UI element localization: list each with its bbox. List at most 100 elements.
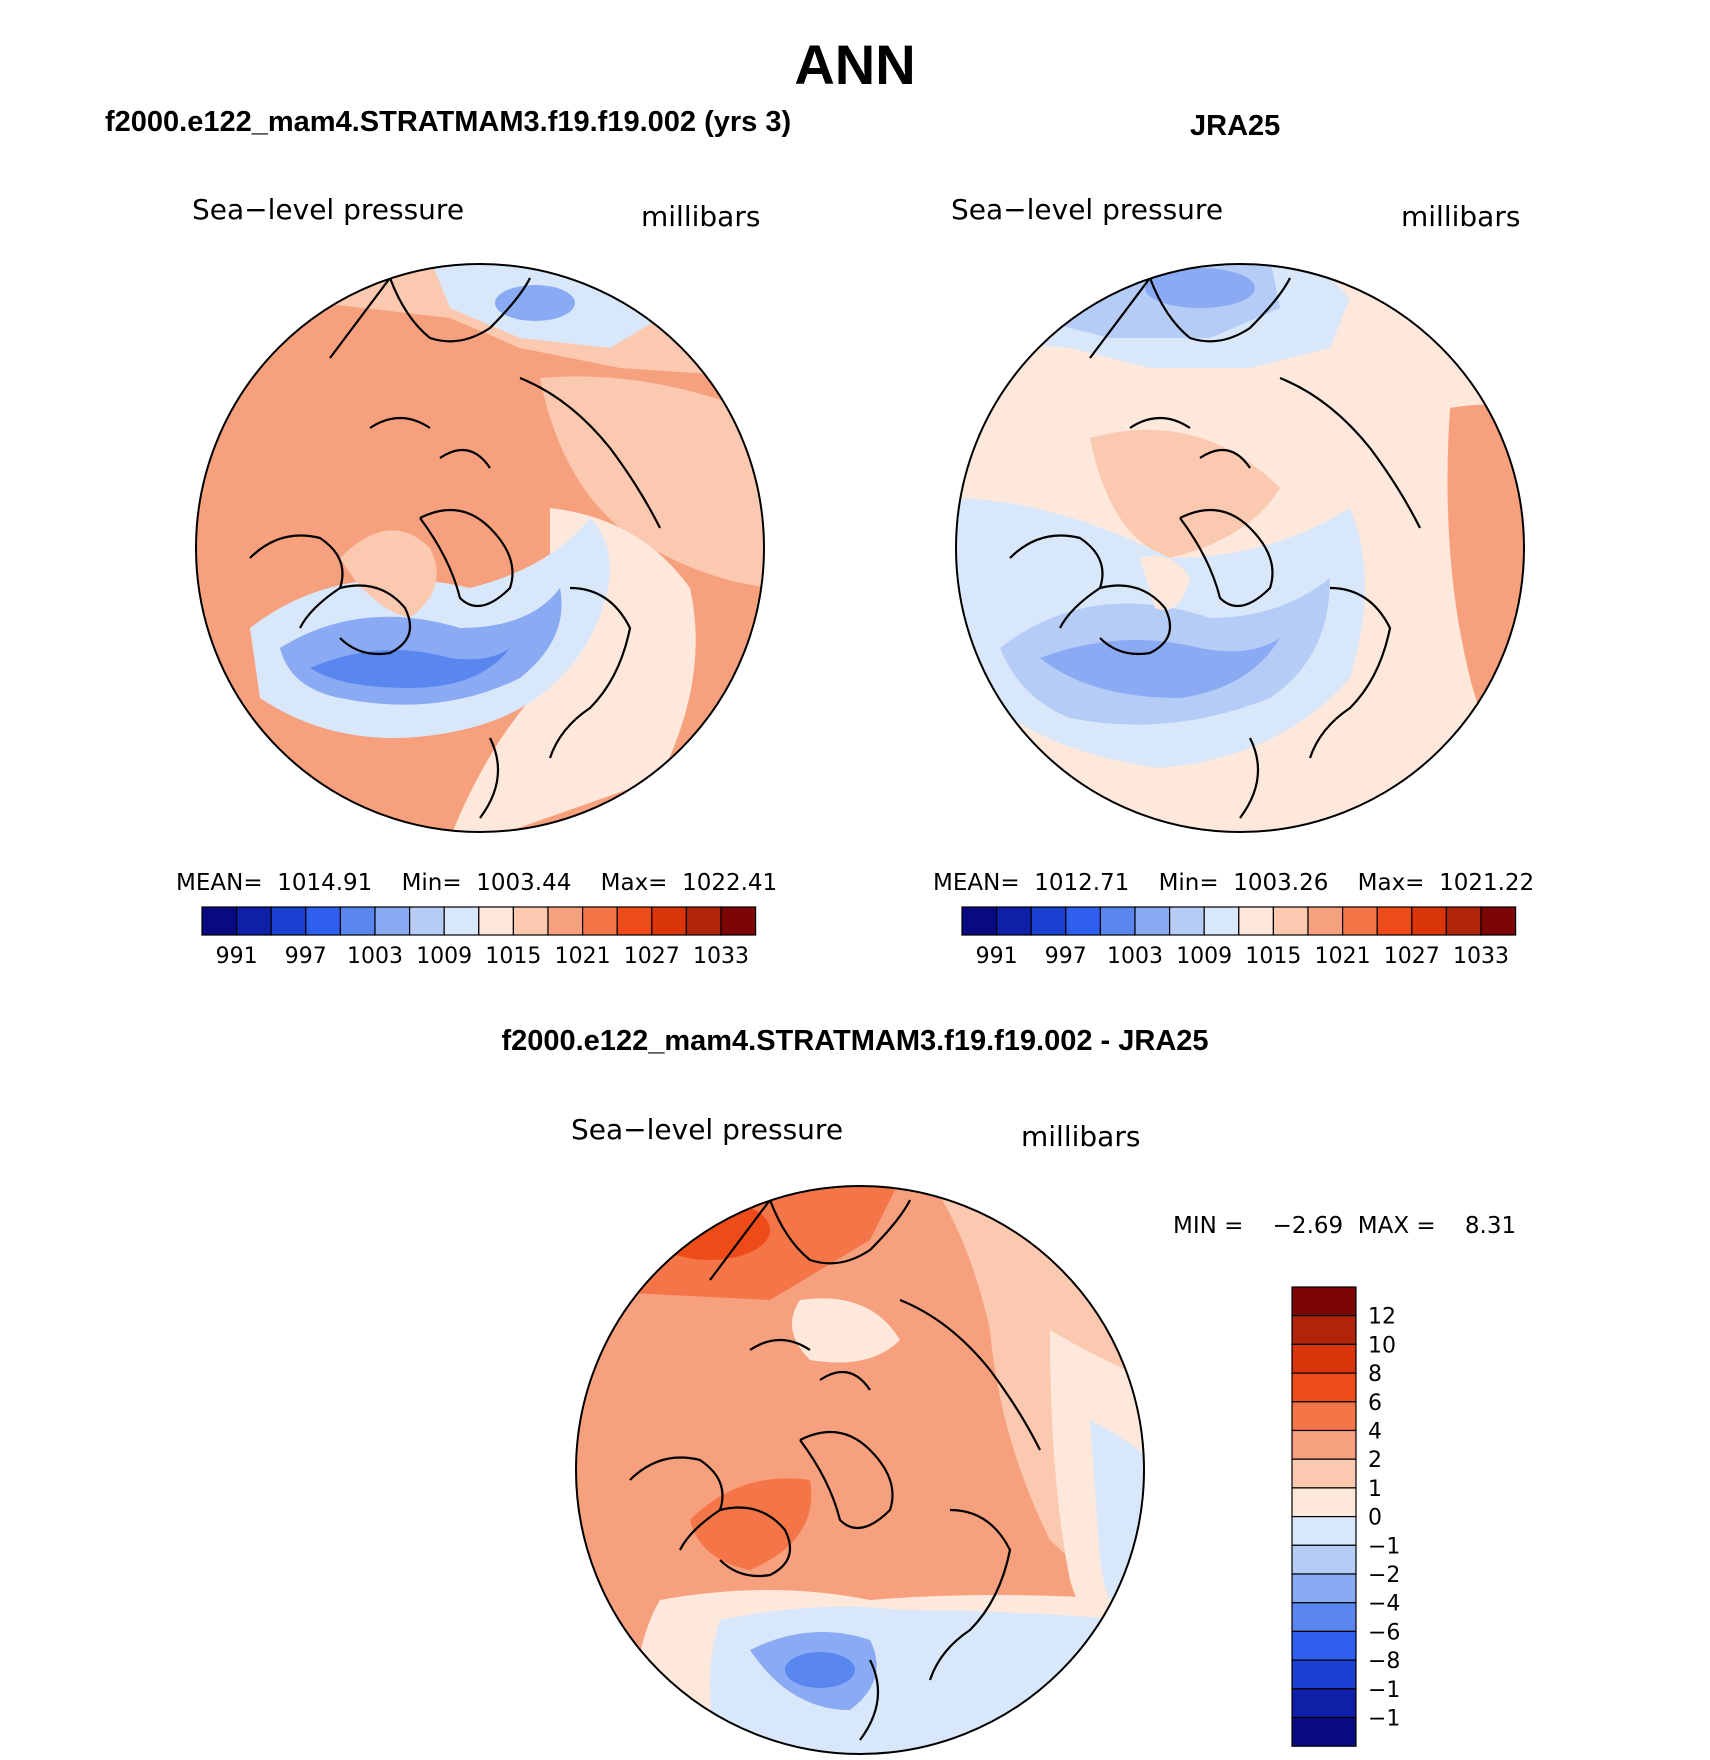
panel-1-colorbar-box-6 xyxy=(409,906,445,936)
panel-2-colorbar-tick-1: 997 xyxy=(1045,944,1087,969)
panel-1-colorbar-box-7 xyxy=(443,906,480,936)
panel-2-colorbar-tick-3: 1009 xyxy=(1176,944,1232,969)
panel-1-map xyxy=(195,263,765,833)
panel-3-colorbar-box-0 xyxy=(1291,1286,1357,1317)
panel-3-units-label: millibars xyxy=(1021,1120,1141,1153)
panel-2-stats: MEAN= 1012.71 Min= 1003.26 Max= 1021.22 xyxy=(933,870,1535,896)
panel-2-colorbar-tick-2: 1003 xyxy=(1107,944,1163,969)
panel-2-field-pacific-core xyxy=(1145,268,1255,308)
panel-1-colorbar-box-12 xyxy=(616,906,653,936)
panel-1-colorbar-tick-4: 1015 xyxy=(485,944,541,969)
panel-1-map-border xyxy=(195,263,765,833)
panel-3-colorbar-tick-13: −10 xyxy=(1368,1678,1400,1703)
panel-3-colorbar-box-3 xyxy=(1291,1372,1357,1403)
panel-1-colorbar-box-11 xyxy=(582,906,618,936)
panel-2-colorbar-box-10 xyxy=(1307,906,1344,936)
panel-3-colorbar-box-13 xyxy=(1291,1659,1357,1690)
panel-2-colorbar-box-0 xyxy=(961,906,998,936)
panel-3-colorbar-box-5 xyxy=(1291,1429,1357,1460)
panel-1-colorbar-box-3 xyxy=(305,906,342,936)
panel-3-colorbar-box-4 xyxy=(1291,1401,1357,1432)
panel-2-colorbar-box-13 xyxy=(1411,906,1447,936)
panel-1-title: f2000.e122_mam4.STRATMAM3.f19.f19.002 (y… xyxy=(105,106,792,138)
panel-3-colorbar-tick-3: 6 xyxy=(1368,1391,1382,1416)
panel-3-map xyxy=(575,1185,1145,1755)
panel-2-field-icelandic-core xyxy=(1040,638,1280,698)
panel-2-colorbar-box-1 xyxy=(995,906,1032,936)
panel-2-colorbar-tick-4: 1015 xyxy=(1245,944,1301,969)
panel-3-variable-label: Sea−level pressure xyxy=(571,1113,844,1146)
panel-3-colorbar-box-1 xyxy=(1291,1315,1357,1346)
panel-3-colorbar-box-9 xyxy=(1291,1544,1357,1575)
panel-1-colorbar-box-2 xyxy=(270,906,307,936)
panel-1-colorbar-tick-2: 1003 xyxy=(347,944,403,969)
panel-3-colorbar-tick-10: −4 xyxy=(1368,1592,1400,1617)
panel-3-field-south-negative xyxy=(710,1606,1130,1754)
panel-2-colorbar-box-5 xyxy=(1134,906,1171,936)
panel-2-colorbar-box-9 xyxy=(1272,906,1309,936)
panel-3-colorbar-box-11 xyxy=(1291,1602,1357,1633)
panel-1-colorbar-box-9 xyxy=(512,906,549,936)
panel-2-colorbar-box-3 xyxy=(1065,906,1102,936)
panel-1-colorbar-box-1 xyxy=(235,906,272,936)
panel-1-colorbar-box-10 xyxy=(547,906,584,936)
panel-1-colorbar-tick-7: 1033 xyxy=(693,944,749,969)
panel-1-colorbar: 991 997 1003 1009 1015 1021 1027 1033 xyxy=(201,906,757,969)
panel-2-map xyxy=(955,263,1525,833)
panel-2-colorbar-box-14 xyxy=(1445,906,1482,936)
panel-1-stats: MEAN= 1014.91 Min= 1003.44 Max= 1022.41 xyxy=(176,870,778,896)
panel-1-colorbar-box-13 xyxy=(651,906,687,936)
panel-2-colorbar-tick-5: 1021 xyxy=(1315,944,1371,969)
panel-3-colorbar-tick-6: 1 xyxy=(1368,1477,1382,1502)
panel-3-colorbar-tick-7: 0 xyxy=(1368,1506,1382,1531)
panel-1-field-europe xyxy=(450,508,696,832)
panel-1-coastlines xyxy=(249,277,661,819)
panel-3-colorbar-tick-2: 8 xyxy=(1368,1362,1382,1387)
panel-2-colorbar-box-12 xyxy=(1376,906,1413,936)
panel-1-field-greenland xyxy=(340,530,437,618)
panel-3-colorbar-box-8 xyxy=(1291,1516,1357,1546)
panel-1-field-icelandic-core xyxy=(310,648,510,688)
panel-2-colorbar-tick-7: 1033 xyxy=(1453,944,1509,969)
panel-1-field-pacific-core xyxy=(495,285,575,321)
panel-3-colorbar-tick-14: −12 xyxy=(1368,1707,1400,1732)
panel-2-variable-label: Sea−level pressure xyxy=(951,193,1224,226)
page-title: ANN xyxy=(794,33,916,96)
panel-2-title: JRA25 xyxy=(1190,110,1281,142)
panel-1-colorbar-tick-1: 997 xyxy=(285,944,327,969)
panel-1-colorbar-tick-0: 991 xyxy=(216,944,258,969)
panel-2-colorbar-box-7 xyxy=(1203,906,1240,936)
panel-3-colorbar-box-12 xyxy=(1291,1630,1357,1661)
panel-3-colorbar-tick-1: 10 xyxy=(1368,1333,1396,1358)
panel-3-colorbar-box-15 xyxy=(1291,1716,1357,1747)
panel-2-colorbar-box-2 xyxy=(1030,906,1067,936)
panel-2-colorbar-box-15 xyxy=(1480,906,1517,936)
panel-2-colorbar-tick-0: 991 xyxy=(976,944,1018,969)
panel-3-field-south-core xyxy=(785,1652,855,1688)
panel-1-colorbar-box-14 xyxy=(685,906,722,936)
panel-3-colorbar-tick-8: −1 xyxy=(1368,1534,1400,1559)
panel-1-colorbar-box-8 xyxy=(478,906,514,936)
panel-1-colorbar-box-5 xyxy=(374,906,411,936)
panel-3-colorbar-box-14 xyxy=(1291,1688,1357,1719)
panel-1-field-siberia xyxy=(540,376,764,588)
panel-3-colorbar-tick-0: 12 xyxy=(1368,1305,1396,1330)
panel-3-colorbar-tick-5: 2 xyxy=(1368,1448,1382,1473)
panel-2-colorbar-box-11 xyxy=(1342,906,1378,936)
panel-2-colorbar-tick-6: 1027 xyxy=(1384,944,1440,969)
panel-3-colorbar-box-10 xyxy=(1291,1573,1357,1604)
panel-3-field-arctic-neutral xyxy=(792,1298,900,1363)
panel-2-colorbar-box-4 xyxy=(1099,906,1136,936)
panel-3-colorbar-tick-9: −2 xyxy=(1368,1563,1400,1588)
panel-1-variable-label: Sea−level pressure xyxy=(192,193,465,226)
panel-3-colorbar-box-2 xyxy=(1291,1343,1357,1374)
panel-3-colorbar-box-6 xyxy=(1291,1458,1357,1489)
panel-1-colorbar-box-4 xyxy=(339,906,376,936)
panel-3-colorbar-tick-12: −8 xyxy=(1368,1649,1400,1674)
panel-3-stats: MIN = −2.69 MAX = 8.31 xyxy=(1173,1213,1517,1239)
panel-2-coastlines xyxy=(1009,277,1421,819)
panel-1-colorbar-tick-5: 1021 xyxy=(555,944,611,969)
panel-2-colorbar: 991 997 1003 1009 1015 1021 1027 1033 xyxy=(961,906,1517,969)
panel-2-map-border xyxy=(955,263,1525,833)
panel-1-units-label: millibars xyxy=(641,200,761,233)
